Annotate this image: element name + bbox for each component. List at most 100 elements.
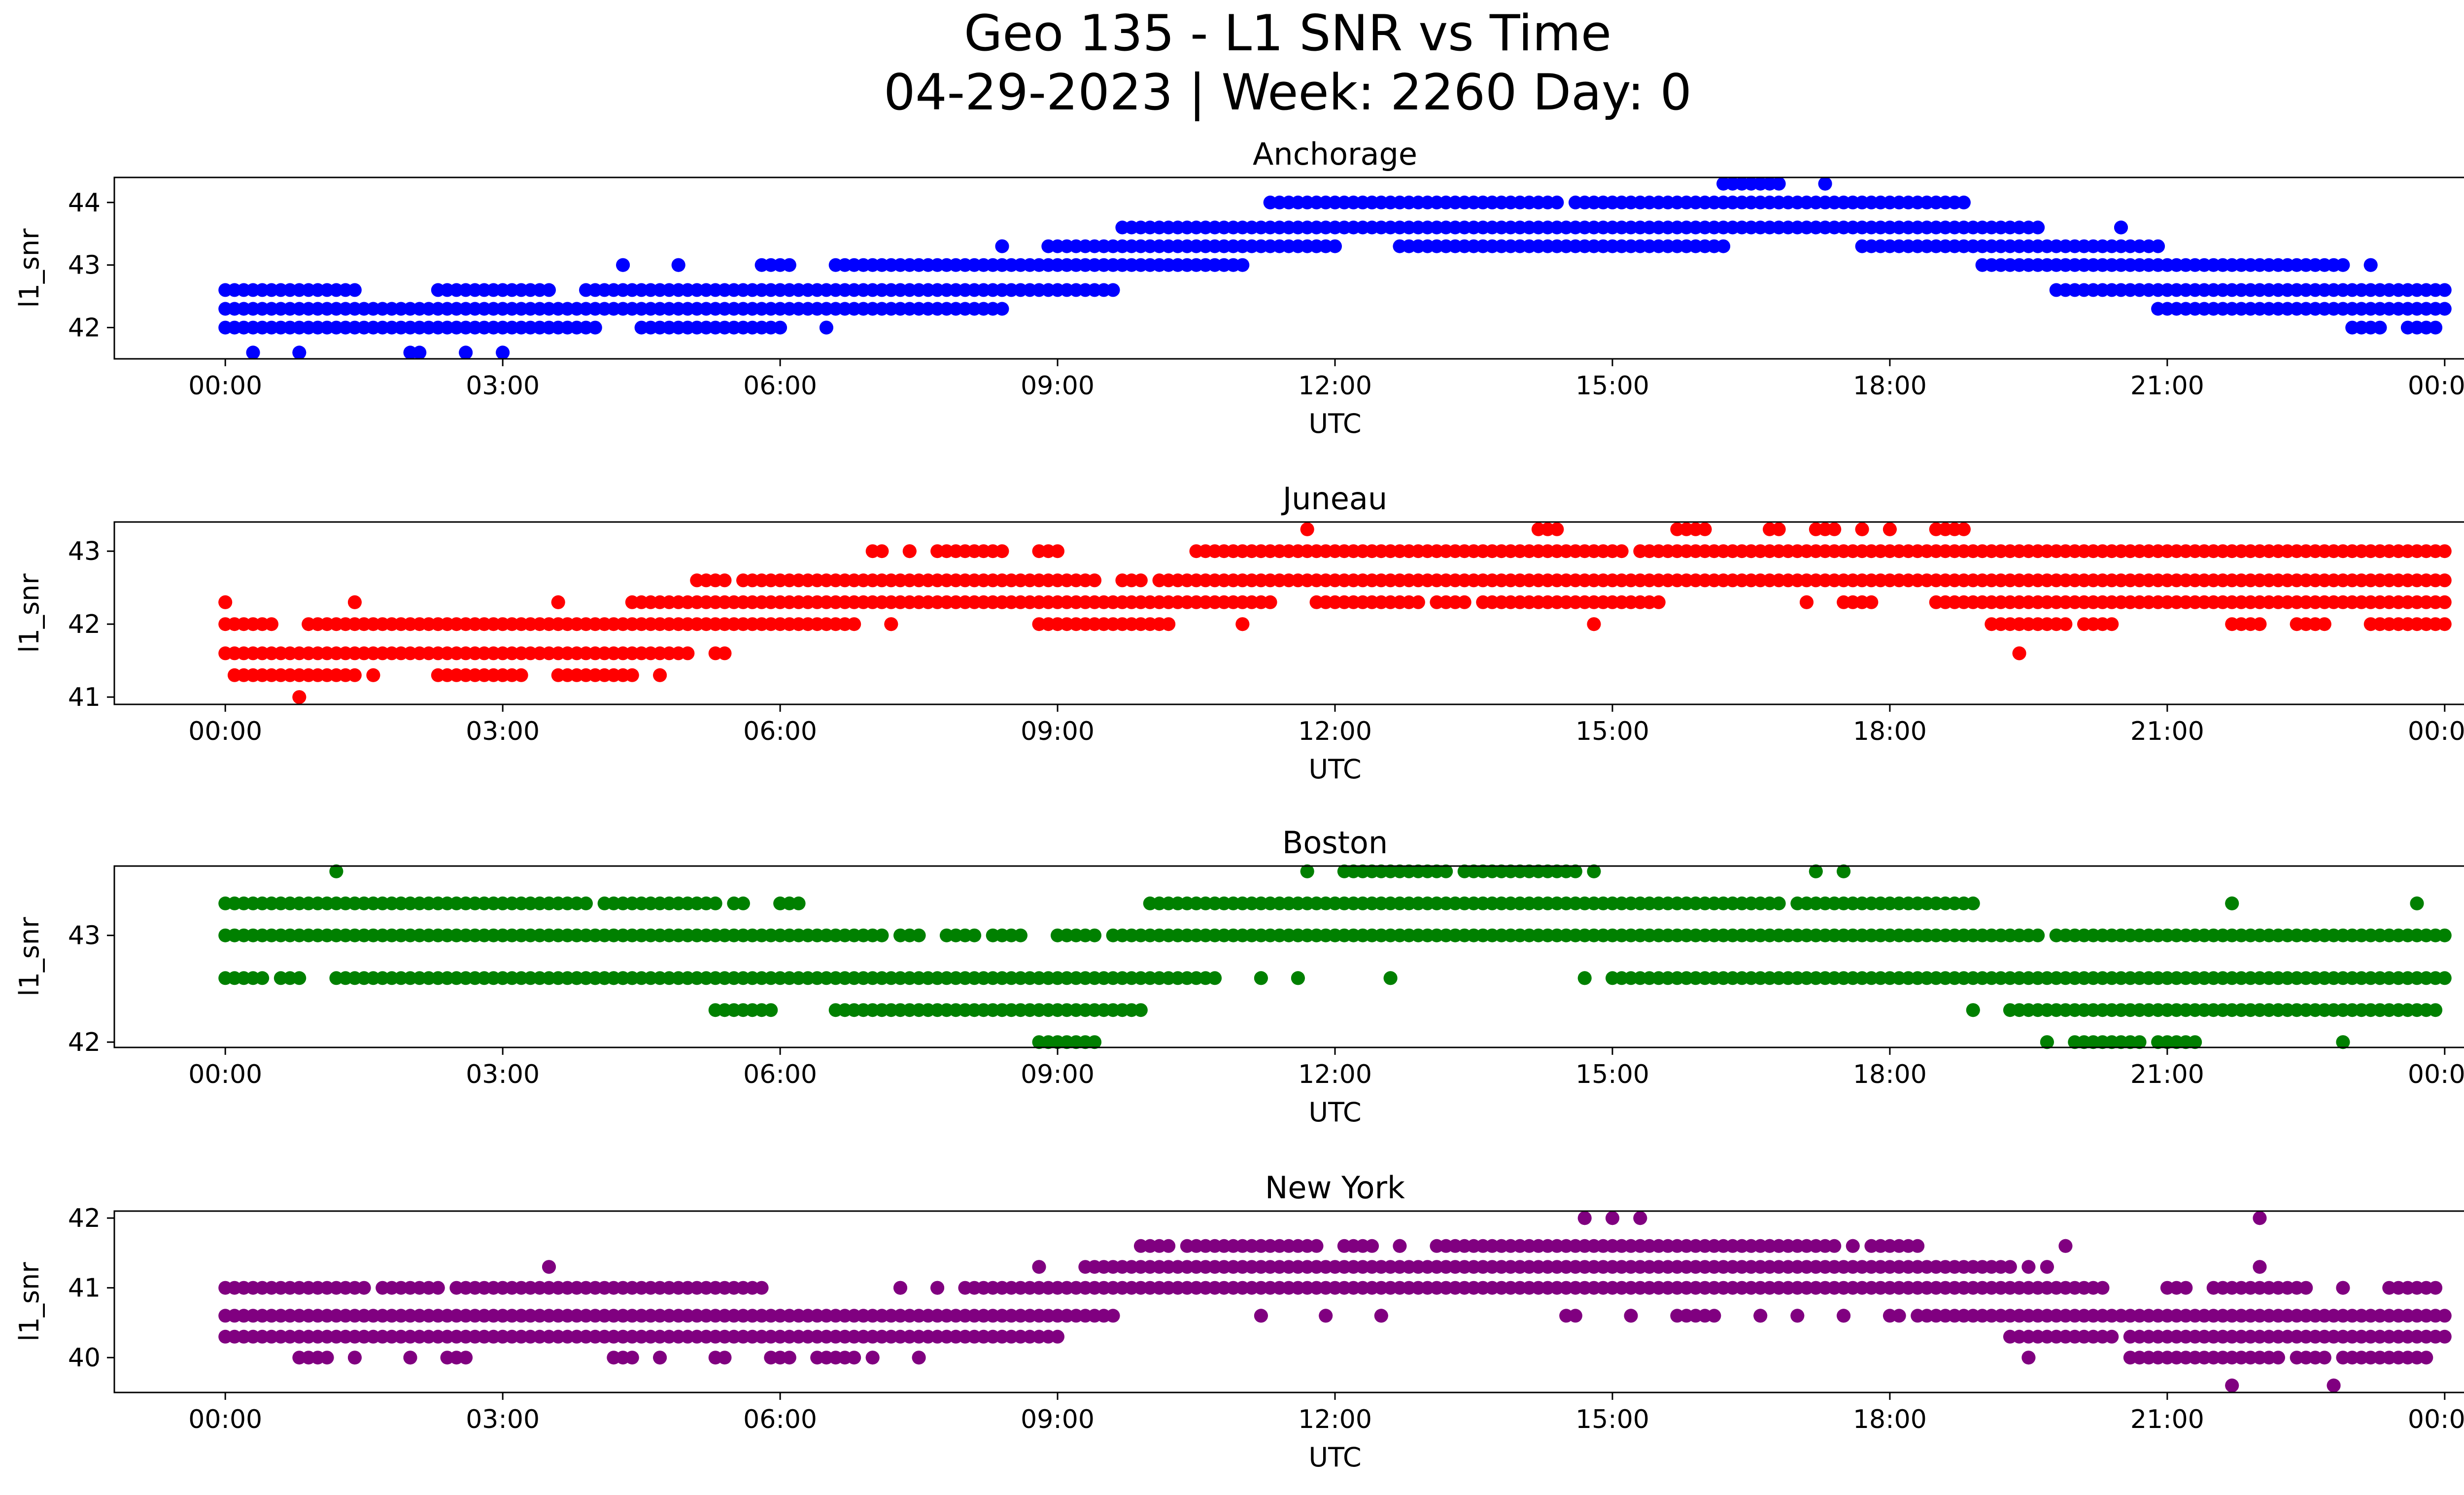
data-point [1882,522,1897,536]
x-tick-label: 09:00 [1021,371,1095,401]
data-point [2012,646,2026,661]
data-point [2437,283,2452,297]
scatter-series [218,176,2452,360]
data-point [2429,1281,2443,1295]
data-point [2105,1329,2119,1344]
data-point [2437,573,2452,588]
data-point [1106,283,1120,297]
x-tick-label: 03:00 [466,371,540,401]
data-point [1707,1309,1721,1323]
data-point [1235,617,1250,631]
data-point [2031,220,2045,235]
y-tick-label: 41 [68,683,101,712]
y-tick-label: 43 [68,537,101,566]
data-point [2058,1239,2073,1253]
data-point [1837,864,1851,878]
data-point [1606,1211,1619,1225]
data-point [2437,971,2452,985]
x-tick-label: 00:00 [2408,1060,2464,1089]
x-tick-label: 00:00 [188,717,262,746]
data-point [1162,617,1176,631]
data-point [1800,595,1814,609]
data-point [2437,928,2452,942]
data-point [773,320,787,335]
data-point [2419,1351,2433,1365]
data-point [1772,176,1786,191]
data-point [347,1351,362,1365]
subplot-title: Anchorage [1253,136,1417,172]
data-point [2410,896,2424,910]
y-tick-label: 42 [68,1028,101,1057]
data-point [1587,864,1601,878]
data-point [2114,220,2128,235]
data-point [347,283,362,297]
data-point [1892,1309,1906,1323]
y-tick-label: 41 [68,1274,101,1303]
x-tick-label: 21:00 [2130,1060,2204,1089]
data-point [2437,544,2452,558]
data-point [1550,522,1564,536]
data-point [1698,522,1712,536]
data-point [1235,258,1250,272]
data-point [2253,617,2267,631]
x-tick-label: 09:00 [1021,1060,1095,1089]
x-tick-label: 12:00 [1298,1060,1372,1089]
data-point [459,1351,473,1365]
figure-title-line2: 04-29-2023 | Week: 2260 Day: 0 [884,63,1692,122]
y-axis-label: l1_snr [14,573,45,653]
data-point [1300,864,1314,878]
data-point [1772,522,1786,536]
data-point [1393,1239,1407,1253]
data-point [893,1281,907,1295]
x-tick-label: 18:00 [1853,717,1927,746]
data-point [625,668,639,682]
x-tick-label: 21:00 [2130,1405,2204,1434]
data-point [1624,1309,1638,1323]
data-point [2105,617,2119,631]
x-tick-label: 09:00 [1021,717,1095,746]
data-point [2179,1281,2193,1295]
x-tick-label: 09:00 [1021,1405,1095,1434]
data-point [1651,595,1666,609]
data-point [1254,1309,1268,1323]
data-point [681,646,695,661]
data-point [1957,195,1971,209]
data-point [718,646,732,661]
data-point [2317,617,2331,631]
data-point [2373,320,2387,335]
data-point [1827,1239,1842,1253]
subplot-anchorage: Anchorage 00:00 03:00 06:00 09:00 12:00 15:00 1… [14,136,2464,439]
x-tick-label: 18:00 [1853,371,1927,401]
data-point [2437,617,2452,631]
x-axis-label: UTC [1308,754,1361,785]
data-point [366,668,380,682]
data-point [2437,1309,2452,1323]
data-point [2151,239,2165,253]
data-point [2188,1035,2202,1049]
y-axis-label: l1_snr [14,917,45,997]
x-tick-label: 21:00 [2130,371,2204,401]
scatter-series [218,864,2452,1049]
x-tick-label: 03:00 [466,717,540,746]
data-point [912,928,926,942]
subplot-boston: Boston 00:00 03:00 06:00 09:00 12:00 15:00 18:0… [14,825,2464,1128]
data-point [1133,1003,1148,1017]
data-point [1088,573,1102,588]
data-point [1088,1035,1102,1049]
data-point [542,283,556,297]
data-point [320,1351,334,1365]
x-tick-label: 03:00 [466,1060,540,1089]
data-point [912,1351,926,1365]
data-point [2336,258,2350,272]
data-point [1568,1309,1582,1323]
data-point [754,1281,769,1295]
data-point [2058,617,2073,631]
data-point [2095,1281,2110,1295]
x-tick-label: 00:00 [2408,717,2464,746]
data-point [2040,1260,2054,1274]
data-point [2336,1035,2350,1049]
data-point [875,544,889,558]
data-point [459,346,473,360]
data-point [579,896,593,910]
data-point [542,1260,556,1274]
